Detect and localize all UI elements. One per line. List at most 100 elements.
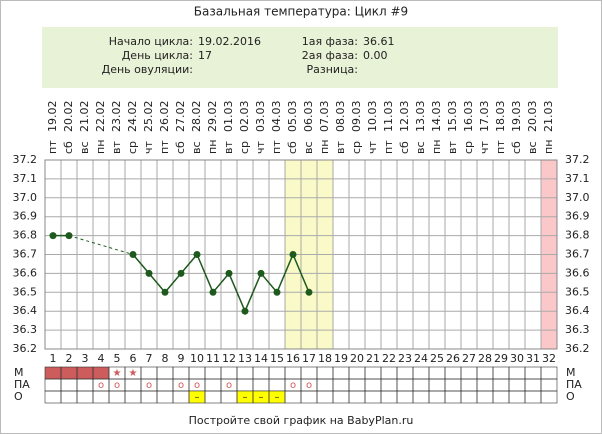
row-fill xyxy=(253,391,269,403)
weekday-label: сб xyxy=(62,141,75,154)
weekday-label: пн xyxy=(542,140,555,154)
date-label: 24.02 xyxy=(126,101,139,133)
row-mark: o xyxy=(226,380,232,391)
weekday-label: ср xyxy=(238,141,251,154)
date-label: 27.02 xyxy=(174,101,187,133)
info-label: 2ая фаза: xyxy=(302,49,358,62)
x-tick-label: 1 xyxy=(50,352,57,365)
weekday-label: вт xyxy=(446,141,459,154)
date-label: 12.03 xyxy=(398,101,411,133)
point xyxy=(129,251,137,258)
x-tick-label: 31 xyxy=(526,352,540,365)
info-label: Начало цикла: xyxy=(109,35,193,48)
date-label: 17.03 xyxy=(478,101,491,133)
info-box xyxy=(42,27,558,88)
x-tick-label: 19 xyxy=(334,352,348,365)
x-tick-label: 16 xyxy=(286,352,300,365)
row-fill xyxy=(237,391,253,403)
row-label-right: М xyxy=(566,366,576,379)
date-label: 19.03 xyxy=(510,101,523,133)
y-tick-label: 36.7 xyxy=(13,248,38,261)
x-tick-label: 15 xyxy=(270,352,284,365)
row-fill xyxy=(189,391,205,403)
weekday-label: пт xyxy=(494,140,507,154)
weekday-label: вс xyxy=(414,141,427,154)
date-label: 19.02 xyxy=(46,101,59,133)
x-tick-label: 8 xyxy=(162,352,169,365)
date-label: 05.03 xyxy=(286,101,299,133)
x-tick-label: 21 xyxy=(366,352,380,365)
weekday-label: вт xyxy=(334,141,347,154)
weekday-label: чт xyxy=(254,141,267,154)
x-tick-label: 10 xyxy=(190,352,204,365)
row-fill xyxy=(269,391,285,403)
date-label: 25.02 xyxy=(142,101,155,133)
date-label: 10.03 xyxy=(366,101,379,133)
x-tick-label: 13 xyxy=(238,352,252,365)
x-tick-label: 4 xyxy=(98,352,105,365)
point xyxy=(257,269,265,277)
date-label: 09.03 xyxy=(350,101,363,133)
x-tick-label: 12 xyxy=(222,352,236,365)
weekday-label: ср xyxy=(126,141,139,154)
point xyxy=(305,288,313,296)
x-tick-label: 20 xyxy=(350,352,364,365)
date-label: 21.02 xyxy=(78,101,91,133)
x-tick-label: 30 xyxy=(510,352,524,365)
weekday-label: вс xyxy=(78,141,91,154)
row-label: М xyxy=(14,366,24,379)
weekday-label: пн xyxy=(206,140,219,154)
weekday-label: чт xyxy=(478,141,491,154)
y-tick-label: 36.3 xyxy=(13,323,38,336)
y-tick-label-right: 36.8 xyxy=(565,229,590,242)
weekday-label: чт xyxy=(142,141,155,154)
y-tick-label-right: 37.1 xyxy=(565,172,590,185)
weekday-label: вт xyxy=(110,141,123,154)
y-tick-label-right: 36.3 xyxy=(565,323,590,336)
row-mark: – xyxy=(195,392,200,403)
point xyxy=(145,269,153,277)
y-tick-label: 37.0 xyxy=(13,191,38,204)
row-mark: o xyxy=(290,380,296,391)
y-tick-label: 37.2 xyxy=(13,153,38,166)
weekday-label: вт xyxy=(222,141,235,154)
row-fill xyxy=(93,367,109,379)
x-tick-label: 32 xyxy=(542,352,556,365)
info-value: 36.61 xyxy=(363,35,395,48)
y-tick-label-right: 36.2 xyxy=(565,342,590,355)
date-label: 03.03 xyxy=(254,101,267,133)
y-tick-label-right: 37.0 xyxy=(565,191,590,204)
x-tick-label: 7 xyxy=(146,352,153,365)
date-label: 28.02 xyxy=(190,101,203,133)
point xyxy=(65,232,73,240)
date-label: 06.03 xyxy=(302,101,315,133)
row-mark: – xyxy=(275,392,280,403)
point xyxy=(193,251,201,258)
weekday-label: сб xyxy=(510,141,523,154)
footer: Постройте свой график на BabyPlan.ru xyxy=(189,414,414,427)
point xyxy=(225,269,233,277)
y-tick-label: 36.9 xyxy=(13,210,38,223)
row-label-right: О xyxy=(566,390,575,403)
x-tick-label: 11 xyxy=(206,352,220,365)
point xyxy=(177,269,185,277)
date-label: 16.03 xyxy=(462,101,475,133)
y-tick-label: 36.2 xyxy=(13,342,38,355)
row-mark: o xyxy=(114,380,120,391)
weekday-label: пт xyxy=(46,140,59,154)
date-label: 08.03 xyxy=(334,101,347,133)
y-tick-label-right: 37.2 xyxy=(565,153,590,166)
point xyxy=(273,288,281,296)
weekday-label: вс xyxy=(526,141,539,154)
weekday-label: сб xyxy=(286,141,299,154)
date-label: 23.02 xyxy=(110,101,123,133)
date-label: 01.03 xyxy=(222,101,235,133)
point xyxy=(289,251,297,258)
x-tick-label: 18 xyxy=(318,352,332,365)
date-label: 20.02 xyxy=(62,101,75,133)
y-tick-label: 36.8 xyxy=(13,229,38,242)
info-label: Разница: xyxy=(307,63,359,76)
x-tick-label: 2 xyxy=(66,352,73,365)
weekday-label: сб xyxy=(174,141,187,154)
point xyxy=(209,288,217,296)
